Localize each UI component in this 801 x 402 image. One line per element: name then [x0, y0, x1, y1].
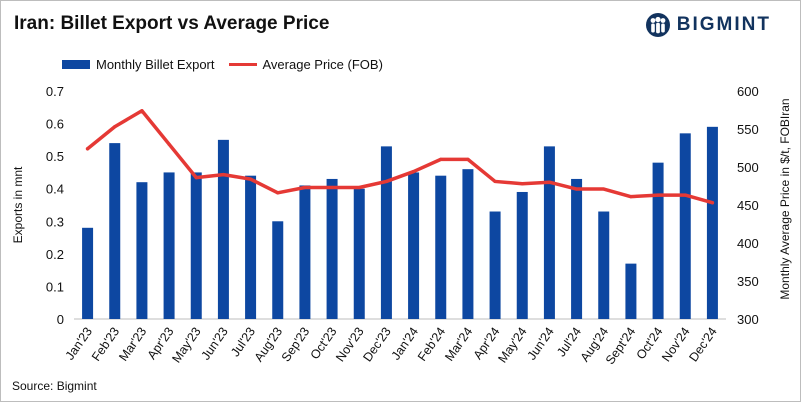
- point-price: [140, 109, 144, 113]
- y2-tick-label: 350: [737, 274, 759, 289]
- bar-export: [408, 172, 420, 319]
- point-price: [493, 179, 497, 184]
- bar-export: [679, 133, 691, 319]
- y-tick-label: 0.6: [46, 117, 64, 132]
- bar-export: [706, 126, 718, 319]
- y2-tick-label: 450: [737, 198, 759, 213]
- legend-item-export: Monthly Billet Export: [62, 57, 215, 72]
- x-tick-label: Dec'23: [360, 325, 394, 365]
- y-tick-label: 0.5: [46, 149, 64, 164]
- bar-export: [598, 211, 610, 319]
- point-price: [167, 142, 171, 146]
- y-tick-label: 0.7: [46, 84, 64, 99]
- y-tick-label: 0: [57, 312, 64, 327]
- y2-axis-title: Monthly Average Price in $/t, FOBIran: [778, 98, 792, 299]
- bar-export: [516, 191, 528, 319]
- x-tick-label: Dec'24: [686, 325, 720, 365]
- point-price: [710, 201, 715, 205]
- point-price: [466, 157, 470, 161]
- point-price: [357, 185, 361, 190]
- point-price: [683, 193, 687, 197]
- x-tick-label: Mar'23: [116, 325, 149, 364]
- bar-export: [652, 162, 664, 319]
- point-price: [439, 157, 443, 161]
- bar-export: [353, 188, 365, 319]
- bar-export: [272, 221, 284, 319]
- x-tick-label: May'24: [495, 325, 529, 366]
- bar-export: [489, 211, 501, 319]
- point-price: [113, 125, 117, 129]
- bar-export: [543, 146, 555, 319]
- bar-export: [190, 172, 202, 319]
- y2-tick-label: 500: [737, 160, 759, 175]
- bar-export: [245, 175, 257, 319]
- chart-title: Iran: Billet Export vs Average Price: [14, 13, 330, 34]
- point-price: [276, 191, 280, 195]
- point-price: [330, 185, 334, 190]
- point-price: [629, 195, 633, 199]
- point-price: [602, 187, 606, 191]
- brand-logo: BIGMINT: [645, 12, 771, 38]
- y2-tick-label: 300: [737, 312, 759, 327]
- legend-swatch-bar: [62, 60, 90, 69]
- point-price: [520, 182, 524, 186]
- legend-label-export: Monthly Billet Export: [96, 57, 215, 72]
- point-price: [574, 187, 579, 191]
- point-price: [656, 193, 660, 197]
- point-price: [194, 176, 198, 180]
- bar-export: [163, 172, 175, 319]
- legend-label-price: Average Price (FOB): [262, 57, 383, 72]
- bar-export: [435, 175, 447, 319]
- legend-item-price: Average Price (FOB): [228, 57, 383, 72]
- brand-name: BIGMINT: [676, 14, 771, 35]
- point-price: [303, 185, 307, 190]
- y2-tick-label: 400: [737, 236, 759, 251]
- people-logo-icon: [645, 13, 670, 37]
- bar-export: [299, 185, 311, 319]
- line-price: [85, 109, 715, 205]
- point-price: [384, 179, 389, 184]
- bar-export: [462, 169, 474, 319]
- point-price: [85, 147, 90, 151]
- x-tick-label: Mar'24: [442, 325, 475, 364]
- x-tick-label: Sep'23: [279, 325, 313, 365]
- point-price: [411, 169, 416, 174]
- y-tick-label: 0.1: [46, 279, 64, 294]
- x-tick-label: May'23: [169, 325, 203, 366]
- y-axis-title: Exports in mnt: [11, 166, 25, 243]
- bar-export: [625, 263, 637, 319]
- point-price: [248, 177, 253, 181]
- point-price: [547, 180, 552, 184]
- bar-export: [82, 227, 94, 319]
- y-tick-label: 0.2: [46, 247, 64, 262]
- y-tick-label: 0.4: [46, 182, 64, 197]
- x-tick-label: Feb'24: [415, 325, 448, 364]
- y2-tick-label: 550: [737, 122, 759, 137]
- y-tick-label: 0.3: [46, 214, 64, 229]
- legend-swatch-line: [228, 63, 257, 66]
- bar-export: [571, 178, 583, 319]
- bar-export: [109, 143, 121, 319]
- bar-export: [217, 139, 229, 319]
- x-tick-label: Jun'24: [524, 325, 556, 363]
- x-tick-label: Jun'23: [198, 325, 230, 363]
- y2-tick-label: 600: [737, 84, 759, 99]
- bar-export: [380, 146, 392, 319]
- bar-export: [136, 182, 148, 319]
- point-price: [221, 173, 226, 177]
- source-note: Source: Bigmint: [12, 379, 97, 393]
- bar-export: [326, 178, 338, 319]
- chart-legend: Monthly Billet Export Average Price (FOB…: [62, 57, 397, 72]
- x-tick-label: Feb'23: [89, 325, 122, 364]
